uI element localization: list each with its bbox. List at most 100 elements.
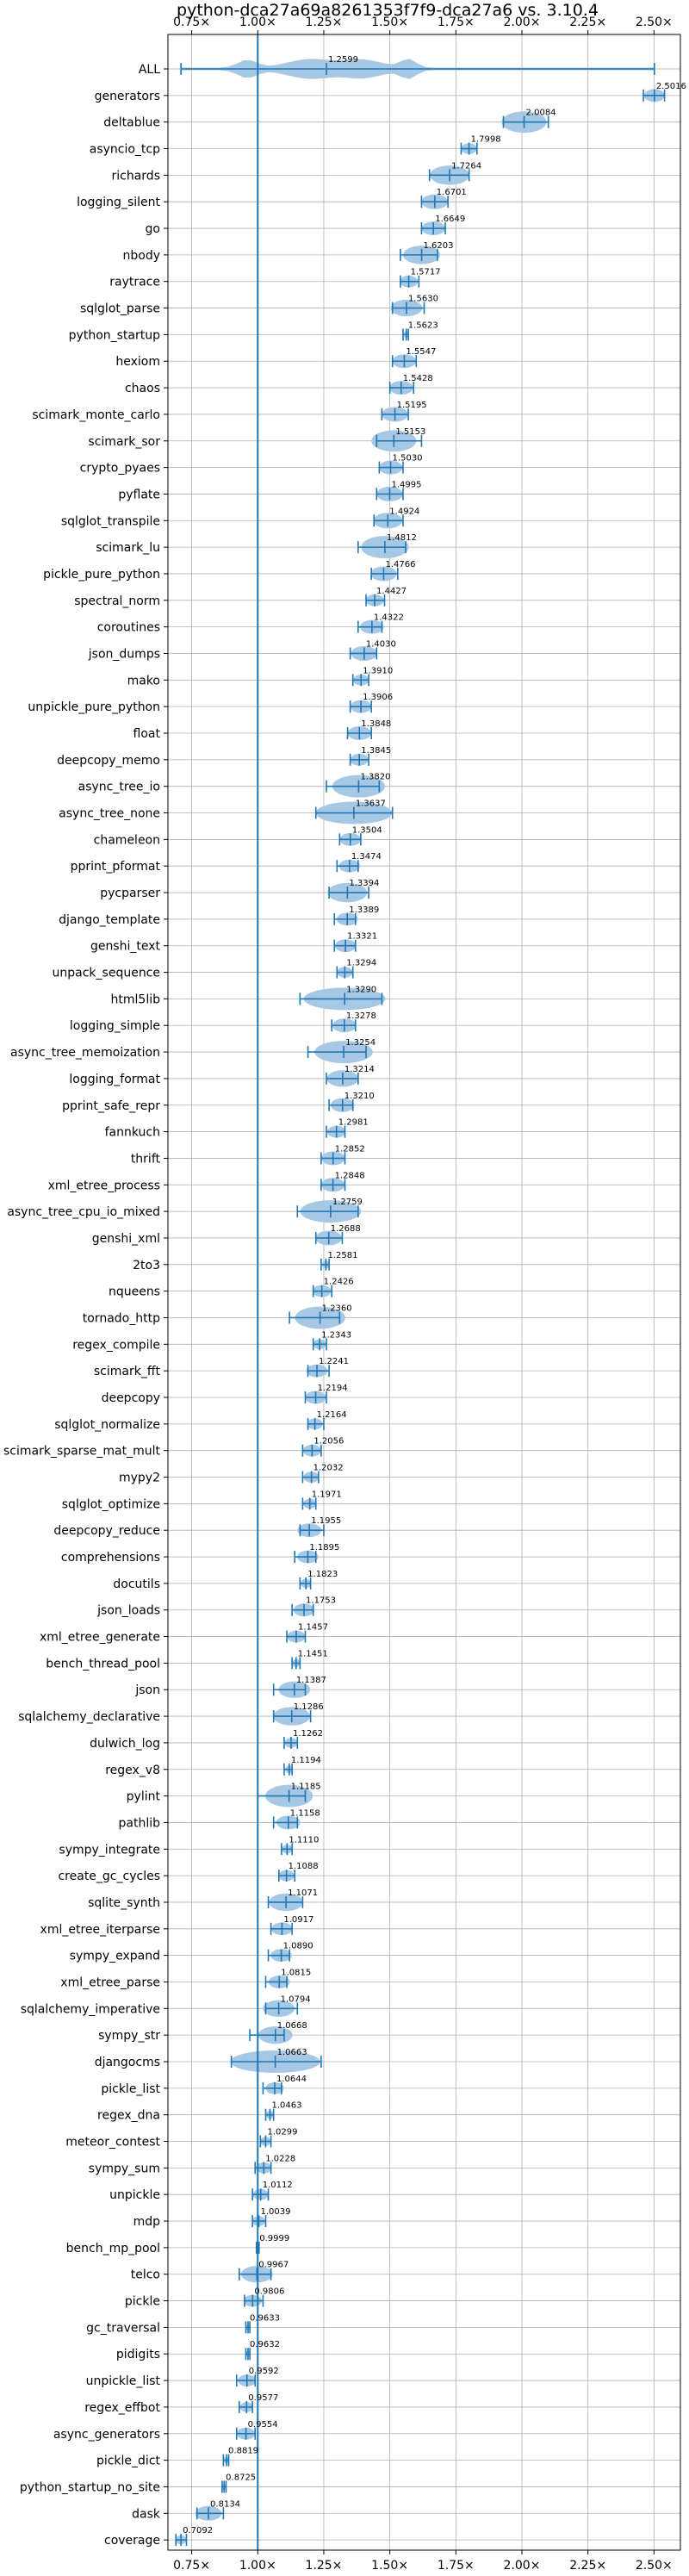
y-tick-label: thrift	[131, 1152, 161, 1166]
value-label: 1.2194	[318, 1384, 348, 1393]
value-label: 1.3254	[345, 1038, 376, 1048]
chart-title: python-dca27a69a8261353f7f9-dca27a6 vs. …	[177, 1, 599, 20]
value-label: 1.3906	[363, 693, 393, 702]
value-label: 1.6701	[437, 188, 467, 197]
value-label: 0.9967	[258, 2261, 289, 2270]
y-tick-label: sqlalchemy_imperative	[21, 2002, 160, 2016]
value-label: 1.1971	[312, 1490, 342, 1499]
y-tick-label: pickle	[125, 2295, 160, 2309]
y-tick-label: chameleon	[94, 833, 160, 847]
value-label: 1.0112	[263, 2181, 293, 2190]
value-label: 1.0299	[267, 2128, 297, 2137]
value-label: 1.1955	[311, 1516, 341, 1526]
y-tick-label: hexiom	[115, 355, 160, 369]
y-tick-label: bench_thread_pool	[46, 1657, 160, 1671]
y-tick-label: pycparser	[100, 887, 160, 900]
value-label: 1.5717	[411, 268, 441, 277]
y-tick-label: mako	[127, 674, 160, 688]
y-tick-label: genshi_xml	[92, 1232, 160, 1246]
value-label: 1.2056	[313, 1437, 344, 1447]
y-tick-label: crypto_pyaes	[80, 462, 160, 476]
y-tick-label: pathlib	[119, 1816, 161, 1830]
value-label: 1.7264	[451, 161, 481, 171]
y-tick-label: deltablue	[103, 116, 160, 130]
value-label: 1.0663	[277, 2048, 307, 2057]
value-label: 0.9554	[248, 2420, 278, 2430]
value-label: 1.3637	[356, 800, 386, 809]
value-label: 1.3504	[352, 825, 382, 835]
y-tick-label: json	[134, 1683, 160, 1697]
y-tick-label: xml_etree_parse	[60, 1976, 160, 1989]
value-label: 1.0039	[260, 2207, 290, 2217]
x-tick-label-bottom: 1.25×	[306, 2559, 343, 2573]
y-tick-label: async_tree_cpu_io_mixed	[7, 1205, 160, 1219]
x-tick-label-top: 2.25×	[569, 16, 606, 29]
value-label: 1.3474	[351, 852, 382, 862]
value-label: 1.1753	[306, 1596, 336, 1606]
y-tick-label: comprehensions	[61, 1551, 160, 1565]
value-label: 1.2581	[327, 1251, 357, 1260]
value-label: 1.3294	[346, 959, 376, 968]
y-tick-label: pprint_safe_repr	[62, 1099, 160, 1113]
x-tick-label-bottom: 0.75×	[173, 2559, 210, 2573]
value-label: 1.2241	[319, 1357, 349, 1366]
y-tick-label: asyncio_tcp	[90, 143, 160, 157]
value-label: 1.3321	[347, 932, 377, 942]
y-tick-label: dulwich_log	[90, 1737, 160, 1751]
x-tick-label-bottom: 1.75×	[438, 2559, 475, 2573]
value-label: 0.9577	[248, 2393, 278, 2403]
value-label: 0.8725	[226, 2473, 256, 2482]
y-tick-label: pickle_list	[101, 2082, 160, 2096]
y-tick-label: mypy2	[119, 1472, 160, 1485]
value-label: 1.4030	[366, 639, 396, 649]
value-label: 1.1387	[296, 1676, 326, 1685]
y-tick-label: sympy_integrate	[59, 1843, 160, 1857]
value-label: 1.1262	[293, 1729, 323, 1739]
y-tick-label: xml_etree_iterparse	[40, 1923, 160, 1937]
value-label: 1.1286	[294, 1702, 324, 1712]
y-tick-label: scimark_sor	[88, 435, 160, 449]
y-tick-label: float	[133, 727, 161, 741]
y-tick-label: sqlglot_normalize	[54, 1418, 160, 1432]
y-tick-label: genshi_text	[90, 940, 161, 954]
value-label: 1.3848	[361, 719, 391, 729]
x-tick-label-bottom: 1.00×	[239, 2559, 276, 2573]
y-tick-label: async_tree_memoization	[10, 1046, 160, 1060]
value-label: 1.0794	[281, 1994, 311, 2004]
value-label: 1.5428	[403, 374, 433, 383]
y-tick-label: create_gc_cycles	[58, 1870, 160, 1883]
y-tick-label: pidigits	[116, 2348, 160, 2361]
value-label: 0.9633	[250, 2313, 280, 2323]
x-tick-label-top: 2.00×	[504, 16, 541, 29]
y-tick-label: unpickle_list	[86, 2374, 161, 2388]
value-label: 2.0084	[526, 109, 556, 118]
value-label: 1.4322	[374, 613, 404, 623]
y-tick-label: deepcopy_reduce	[53, 1524, 160, 1538]
value-label: 1.1823	[307, 1570, 338, 1579]
y-tick-label: unpickle	[109, 2188, 160, 2202]
value-label: 1.5153	[395, 427, 425, 437]
value-label: 1.3845	[361, 746, 391, 756]
y-tick-label: meteor_contest	[65, 2136, 160, 2150]
value-label: 1.5547	[406, 347, 436, 357]
value-label: 1.4812	[387, 533, 417, 543]
value-label: 1.0917	[283, 1915, 313, 1925]
y-tick-label: pyflate	[118, 488, 160, 501]
y-tick-label: richards	[112, 169, 161, 183]
value-label: 1.2032	[313, 1464, 344, 1473]
y-tick-label: chaos	[125, 382, 160, 395]
y-tick-label: sqlalchemy_declarative	[18, 1710, 160, 1724]
y-tick-label: coverage	[104, 2534, 160, 2548]
y-tick-label: logging_simple	[70, 1019, 160, 1033]
value-label: 1.1895	[309, 1543, 339, 1552]
value-label: 1.1451	[298, 1649, 328, 1658]
y-tick-label: html5lib	[111, 992, 161, 1006]
y-tick-label: go	[146, 222, 160, 236]
y-tick-label: logging_format	[69, 1073, 160, 1086]
y-tick-label: sqlglot_parse	[80, 302, 160, 316]
y-tick-label: xml_etree_process	[48, 1179, 160, 1192]
y-tick-label: pprint_pformat	[71, 860, 161, 874]
value-label: 1.1194	[291, 1756, 321, 1765]
